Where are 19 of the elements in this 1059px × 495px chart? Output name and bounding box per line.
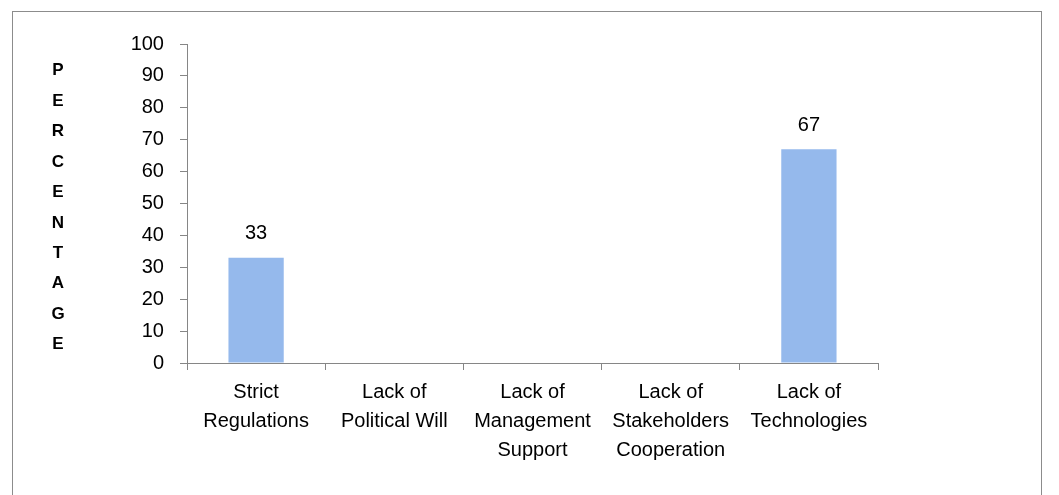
y-tick-label: 20 (141, 286, 164, 309)
y-tick-label: 50 (141, 191, 164, 214)
x-tick-label: Lack of Stakeholders Cooperation (612, 380, 730, 461)
x-tick-label: Lack of Political Will (340, 380, 448, 432)
y-tick-label: 40 (141, 222, 164, 245)
y-tick-label: 80 (141, 95, 164, 118)
y-tick-label: 100 (130, 31, 164, 54)
y-tick-label: 60 (141, 159, 164, 182)
x-tick-label: Lack of Technologies (750, 380, 868, 432)
y-tick-label: 70 (141, 127, 164, 150)
text: PERCENTAGE (51, 60, 65, 354)
x-tick-label: Lack of Management Support (474, 380, 592, 461)
y-tick-label: 90 (141, 63, 164, 86)
x-tick-label: Strict Regulations (203, 380, 309, 432)
data-label: 67 (797, 112, 821, 135)
y-tick-label: 30 (141, 254, 164, 277)
data-label: 33 (244, 221, 268, 244)
y-tick-label: 10 (141, 318, 164, 341)
y-tick-label: 0 (152, 350, 164, 373)
